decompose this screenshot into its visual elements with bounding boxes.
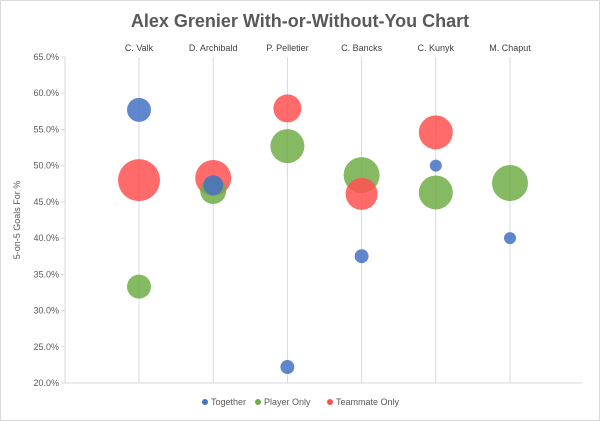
y-tick-labels: 20.0% 25.0% 30.0% 35.0% 40.0% 45.0% 50.0% 55.0%…	[33, 52, 59, 388]
bubble-teammate-only	[418, 115, 453, 150]
bubble-teammate-only	[118, 159, 160, 202]
category-label: M. Chaput	[489, 43, 531, 53]
y-axis-label: 5-on-5 Goals For %	[12, 181, 22, 260]
bubble-together	[280, 360, 295, 375]
bubble-player-only	[418, 175, 453, 210]
category-label: C. Bancks	[341, 43, 383, 53]
legend-marker	[327, 399, 333, 405]
axes	[61, 56, 582, 384]
category-label: C. Kunyk	[418, 43, 455, 53]
category-labels: C. Valk D. Archibald P. Pelletier C. Bancks…	[125, 43, 531, 53]
legend-marker	[202, 399, 208, 405]
legend-label: Together	[211, 397, 246, 407]
legend-label: Player Only	[264, 397, 311, 407]
bubbles	[118, 94, 528, 375]
bubble-teammate-only	[273, 94, 302, 123]
bubble-together	[429, 159, 442, 172]
bubble-teammate-only	[345, 177, 378, 210]
bubble-together	[127, 97, 151, 122]
y-tick-label: 60.0%	[33, 88, 59, 98]
y-tick-label: 40.0%	[33, 233, 59, 243]
category-label: P. Pelletier	[266, 43, 308, 53]
bubble-together	[203, 175, 224, 196]
legend-marker	[255, 399, 261, 405]
bubble-together	[354, 249, 369, 264]
y-tick-label: 55.0%	[33, 124, 59, 134]
bubble-player-only	[127, 274, 151, 299]
bubble-together	[504, 232, 516, 245]
y-tick-label: 35.0%	[33, 269, 59, 279]
bubble-player-only	[492, 165, 528, 202]
y-tick-label: 30.0%	[33, 306, 59, 316]
y-tick-label: 65.0%	[33, 52, 59, 62]
legend: Together Player Only Teammate Only	[202, 397, 400, 407]
y-tick-label: 50.0%	[33, 161, 59, 171]
legend-label: Teammate Only	[336, 397, 400, 407]
y-tick-label: 25.0%	[33, 342, 59, 352]
grid-lines	[138, 57, 511, 383]
chart-title: Alex Grenier With-or-Without-You Chart	[131, 11, 469, 31]
y-tick-label: 20.0%	[33, 378, 59, 388]
category-label: C. Valk	[125, 43, 154, 53]
bubble-player-only	[270, 129, 305, 164]
y-tick-label: 45.0%	[33, 197, 59, 207]
category-label: D. Archibald	[189, 43, 238, 53]
